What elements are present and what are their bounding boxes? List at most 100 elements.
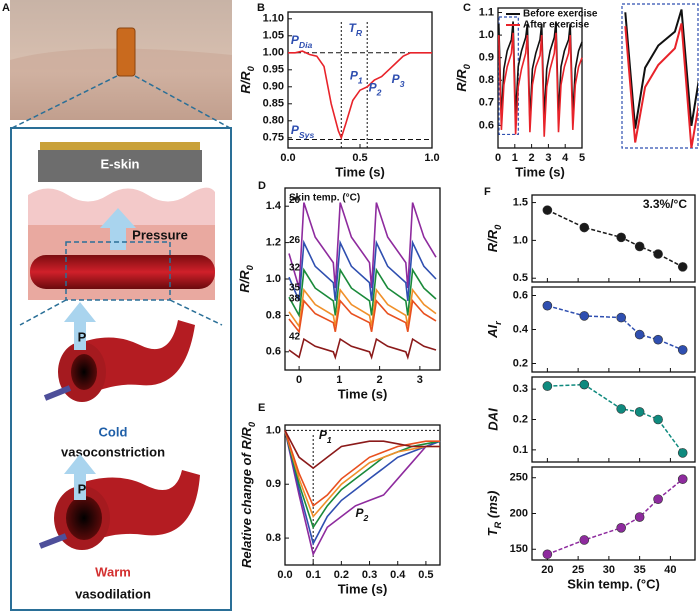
annotation-part: P xyxy=(291,123,300,137)
series-label: 38 xyxy=(289,293,301,304)
marker xyxy=(542,300,553,311)
x-tick-label: 0.0 xyxy=(280,152,295,164)
marker xyxy=(653,494,663,504)
x-tick-label: 0.0 xyxy=(277,569,292,581)
marker xyxy=(677,474,688,484)
series-line xyxy=(547,383,684,454)
marker xyxy=(616,404,626,414)
panel-label: E xyxy=(258,402,265,414)
x-tick-label: 4 xyxy=(562,152,569,164)
y-axis-label-part: 0 xyxy=(245,264,255,270)
series-line xyxy=(288,202,437,289)
series-line xyxy=(284,430,441,546)
x-tick-label: 3 xyxy=(545,152,551,164)
y-tick-label: 0.75 xyxy=(263,132,284,144)
x-tick-label: 1 xyxy=(512,152,518,164)
series-line xyxy=(284,430,440,508)
x-tick-label: 2 xyxy=(529,152,535,164)
y-tick-label: 0.8 xyxy=(266,532,281,544)
plot-frame xyxy=(531,466,696,561)
y-axis-label-part: 0 xyxy=(247,421,257,427)
zoom-line xyxy=(134,75,231,129)
y-axis-label-part: 0 xyxy=(493,224,503,230)
marker xyxy=(616,312,626,323)
marker xyxy=(579,222,590,233)
pressure-p: P xyxy=(78,481,87,496)
y-axis-label: TR (ms) xyxy=(485,491,503,537)
marker xyxy=(634,241,645,252)
series-line xyxy=(547,209,684,268)
legend-label: Before exercise xyxy=(523,9,598,20)
annotation: 3.3%/°C xyxy=(643,197,687,211)
series-label: 20 xyxy=(289,195,301,206)
y-axis-label-part: r xyxy=(493,320,503,325)
plot-frame xyxy=(531,194,696,283)
annotation: P2 xyxy=(355,506,368,523)
y-axis-label-part: (ms) xyxy=(485,491,500,522)
annotation-part: 1 xyxy=(327,435,332,445)
panel-label: F xyxy=(484,186,491,198)
y-axis-label-part: R/R xyxy=(237,270,252,293)
x-tick-label: 0.3 xyxy=(362,569,377,581)
marker xyxy=(542,381,553,391)
cold-label: Cold xyxy=(99,424,128,439)
annotation-part: P xyxy=(291,33,300,47)
annotation: P1 xyxy=(350,69,363,86)
pressure-arrow xyxy=(64,454,96,500)
y-tick-label: 1.5 xyxy=(513,196,528,208)
y-axis-label-part: Relative change of R/R xyxy=(239,427,254,568)
y-tick-label: 150 xyxy=(510,543,528,555)
eskin-body xyxy=(38,150,202,182)
marker xyxy=(579,535,590,545)
plot-frame xyxy=(531,376,696,463)
panel-label: A xyxy=(2,2,10,14)
warm-label: Warm xyxy=(95,564,131,579)
zoom-line xyxy=(169,299,223,326)
plot-frame xyxy=(497,7,583,149)
inset-line xyxy=(624,9,698,129)
y-tick-label: 0.5 xyxy=(513,272,528,284)
series-line xyxy=(288,337,437,360)
x-tick-label: 20 xyxy=(541,564,553,576)
series-line xyxy=(288,267,437,319)
x-axis-label: Time (s) xyxy=(338,581,388,596)
annotation-part: P xyxy=(369,81,378,95)
zoom-box xyxy=(498,16,519,136)
series-line xyxy=(498,32,583,137)
zoom-box xyxy=(65,241,171,301)
y-tick-label: 0.2 xyxy=(513,413,528,425)
y-tick-label: 0.95 xyxy=(263,64,284,76)
marker xyxy=(542,205,553,215)
plot-frame xyxy=(531,286,696,373)
x-tick-label: 1 xyxy=(336,374,342,386)
x-tick-label: 0.5 xyxy=(352,152,367,164)
series-label: 35 xyxy=(289,283,301,294)
marker xyxy=(542,549,553,560)
pressure-arrow xyxy=(64,302,96,350)
x-tick-label: 2 xyxy=(377,374,383,386)
series-line xyxy=(288,50,432,141)
x-axis-label: Time (s) xyxy=(515,164,565,179)
y-axis-label-part: 0 xyxy=(462,63,472,69)
annotation-part: T xyxy=(348,21,357,35)
series-line xyxy=(288,298,437,334)
annotation: P3 xyxy=(392,72,405,89)
marker xyxy=(579,379,590,390)
annotation-part: 1 xyxy=(358,76,363,86)
series-line xyxy=(547,304,683,351)
y-tick-label: 0.6 xyxy=(513,289,528,301)
marker xyxy=(616,523,626,533)
annotation-part: P xyxy=(355,506,364,520)
annotation-part: Sys xyxy=(299,130,315,140)
marker xyxy=(579,311,590,321)
y-axis-label: R/R0 xyxy=(485,224,503,252)
annotation: PDia xyxy=(291,33,313,50)
x-axis-label: Time (s) xyxy=(335,164,385,179)
vessel-warm-lumen xyxy=(66,496,102,540)
y-axis-label: R/R0 xyxy=(237,264,255,292)
marker xyxy=(653,249,663,259)
x-tick-label: 1.0 xyxy=(424,152,439,164)
y-tick-label: 0.90 xyxy=(263,81,284,93)
annotation: Skin temp. (°C) xyxy=(289,193,360,204)
pressure-label: Pressure xyxy=(132,227,188,242)
